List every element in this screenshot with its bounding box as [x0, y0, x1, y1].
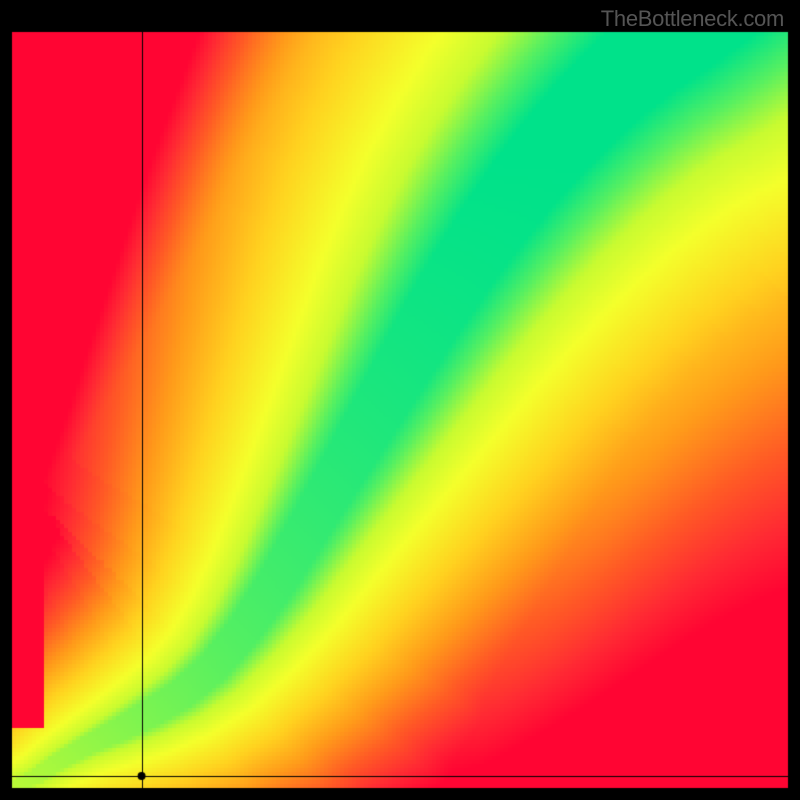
watermark-text: TheBottleneck.com	[601, 6, 784, 32]
chart-container: { "watermark": { "text": "TheBottleneck.…	[0, 0, 800, 800]
bottleneck-heatmap	[0, 0, 800, 800]
